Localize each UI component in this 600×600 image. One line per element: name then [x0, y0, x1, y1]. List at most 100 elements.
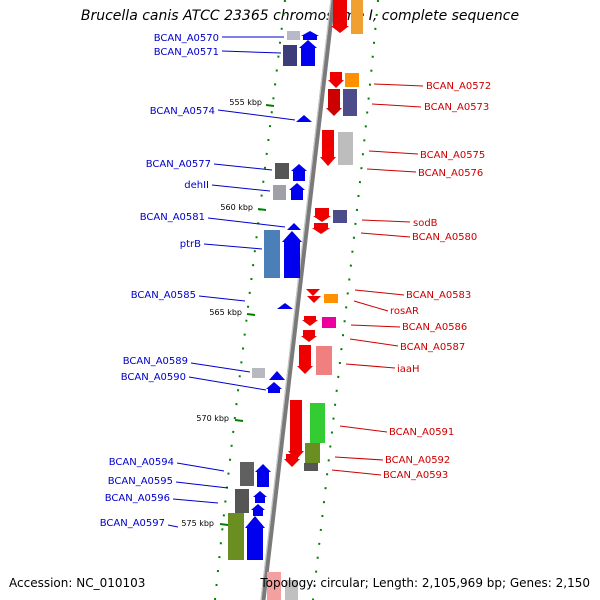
gene-label-bcan-a0581[interactable]: BCAN_A0581 [140, 212, 205, 223]
gene-label-bcan-a0595[interactable]: BCAN_A0595 [108, 476, 173, 487]
gene-label-bcan-a0586[interactable]: BCAN_A0586 [402, 322, 467, 333]
gene-label-bcan-a0577[interactable]: BCAN_A0577 [146, 159, 211, 170]
gene-feature-bcan-a0570[interactable] [287, 31, 300, 40]
gene-label-bcan-a0580[interactable]: BCAN_A0580 [412, 232, 477, 243]
gene-label-bcan-a0593[interactable]: BCAN_A0593 [383, 470, 448, 481]
scale-label-565: 565 kbp [209, 308, 242, 317]
gene-label-bcan-a0594[interactable]: BCAN_A0594 [109, 457, 174, 468]
gene-label-bcan-a0590[interactable]: BCAN_A0590 [121, 372, 186, 383]
gene-label-bcan-a0585[interactable]: BCAN_A0585 [131, 290, 196, 301]
gene-feature-bcan-a0572[interactable] [345, 73, 359, 87]
gene-label-dehii[interactable]: dehII [184, 180, 209, 191]
connector-bcan-a0591 [339, 425, 388, 433]
scale-label-560: 560 kbp [220, 203, 253, 212]
gene-arrow-ptrb[interactable] [282, 231, 302, 278]
gene-label-bcan-a0570[interactable]: BCAN_A0570 [154, 33, 219, 44]
gene-feature-ptrb[interactable] [264, 230, 280, 278]
gene-feature-sodb[interactable] [333, 210, 347, 223]
scale-label-570: 570 kbp [196, 414, 229, 423]
gene-label-ptrb[interactable]: ptrB [180, 239, 201, 250]
gene-arrow-bcan-a0597[interactable] [245, 516, 265, 560]
gene-feature-bcan-a0577[interactable] [275, 163, 289, 179]
gene-arrow-bcan-a0580[interactable] [312, 223, 330, 234]
gene-feature-top-partial[interactable] [351, 0, 363, 34]
map-title: Brucella canis ATCC 23365 chromosome I, … [80, 8, 520, 24]
gene-label-bcan-a0575[interactable]: BCAN_A0575 [420, 150, 485, 161]
gene-arrow-bcan-a0596[interactable] [251, 504, 265, 516]
genome-summary-text: Topology: circular; Length: 2,105,969 bp… [260, 576, 590, 590]
gene-feature-bcan-a0596[interactable] [235, 489, 249, 513]
gene-feature-bcan-a0589[interactable] [252, 368, 265, 378]
gene-label-iaah[interactable]: iaaH [397, 364, 420, 375]
gene-feature-bcan-a0597[interactable] [228, 513, 244, 560]
scale-tick-570 [234, 419, 244, 422]
gene-arrow-bcan-a0571[interactable] [299, 40, 317, 66]
gene-feature-iaah[interactable] [316, 346, 332, 375]
gene-arrow-bcan-a0583[interactable] [306, 289, 320, 296]
gene-arrow-bcan-a0591[interactable] [288, 400, 304, 460]
gene-feature-bcan-a0586[interactable] [322, 317, 336, 328]
gene-arrow-bcan-a0570[interactable] [301, 31, 319, 40]
gene-arrow-bcan-a0574[interactable] [296, 115, 312, 122]
gene-arrow-top-partial[interactable] [331, 0, 349, 33]
scale-tick-560 [257, 208, 267, 211]
gene-arrow-bcan-a0590[interactable] [266, 382, 282, 393]
gene-feature-bcan-a0593[interactable] [304, 463, 318, 471]
gene-arrow-dehii[interactable] [289, 183, 305, 200]
gene-feature-bcan-a0583[interactable] [324, 294, 338, 303]
scale-tick-575 [219, 523, 229, 526]
gene-arrow-bcan-a0586[interactable] [302, 316, 318, 326]
connector-bcan-a0595 [175, 481, 229, 489]
gene-arrow-bcan-a0572[interactable] [328, 72, 344, 88]
gene-arrow-bcan-a0587[interactable] [301, 330, 317, 342]
gene-arrow-bcan-a0581[interactable] [287, 223, 301, 230]
connector-bcan-a0587 [349, 338, 399, 347]
gene-feature-bcan-a0576[interactable] [338, 132, 353, 165]
gene-arrow-sodb[interactable] [313, 208, 331, 222]
gene-feature-dehii[interactable] [273, 185, 286, 200]
gene-label-bcan-a0572[interactable]: BCAN_A0572 [426, 81, 491, 92]
gene-feature-bcan-a0571[interactable] [283, 45, 297, 66]
gene-arrow-bcan-a0577[interactable] [291, 164, 307, 181]
outer-ring-right [312, 0, 379, 600]
connector-bcan-a0577 [213, 163, 273, 171]
gene-label-bcan-a0591[interactable]: BCAN_A0591 [389, 427, 454, 438]
gene-label-bcan-a0574[interactable]: BCAN_A0574 [150, 106, 215, 117]
gene-label-bcan-a0597[interactable]: BCAN_A0597 [100, 518, 165, 529]
gene-arrow-bcan-a0573[interactable] [326, 89, 342, 116]
gene-label-bcan-a0573[interactable]: BCAN_A0573 [424, 102, 489, 113]
gene-label-bcan-a0583[interactable]: BCAN_A0583 [406, 290, 471, 301]
gene-label-bcan-a0596[interactable]: BCAN_A0596 [105, 493, 170, 504]
gene-arrow-bcan-a0589[interactable] [269, 371, 285, 380]
gene-label-rosar[interactable]: rosAR [390, 306, 419, 317]
gene-arrow-bcan-a0592[interactable] [284, 454, 300, 467]
gene-feature-bcan-a0573[interactable] [343, 89, 357, 116]
gene-label-bcan-a0571[interactable]: BCAN_A0571 [154, 47, 219, 58]
connector-bcan-a0597 [167, 524, 179, 528]
gene-feature-bottom-partial[interactable] [267, 572, 281, 600]
gene-arrow-bcan-a0585[interactable] [277, 303, 293, 309]
gene-feature-bcan-a0592[interactable] [305, 443, 320, 463]
gene-arrow-iaah[interactable] [297, 345, 313, 374]
gene-label-bcan-a0576[interactable]: BCAN_A0576 [418, 168, 483, 179]
gene-label-bcan-a0587[interactable]: BCAN_A0587 [400, 342, 465, 353]
gene-feature-bcan-a0594[interactable] [240, 462, 254, 486]
gene-feature-bcan-a0591[interactable] [310, 403, 325, 443]
connector-iaah [345, 363, 396, 369]
scale-label-575: 575 kbp [181, 519, 214, 528]
connector-bcan-a0572 [373, 83, 424, 87]
gene-arrow-bcan-a0595[interactable] [253, 491, 267, 503]
gene-label-sodb[interactable]: sodB [413, 218, 438, 229]
gene-label-bcan-a0592[interactable]: BCAN_A0592 [385, 455, 450, 466]
connector-bcan-a0575 [368, 150, 419, 155]
scale-tick-565 [246, 313, 256, 316]
connector-bcan-a0576 [366, 168, 417, 173]
gene-feature-bottom-partial-2[interactable] [285, 580, 298, 600]
gene-arrow-bcan-a0575[interactable] [320, 130, 336, 166]
gene-arrow-bcan-a0594[interactable] [255, 464, 271, 487]
connector-sodb [361, 219, 411, 223]
gene-arrow-rosar[interactable] [307, 296, 321, 303]
gene-label-bcan-a0589[interactable]: BCAN_A0589 [123, 356, 188, 367]
